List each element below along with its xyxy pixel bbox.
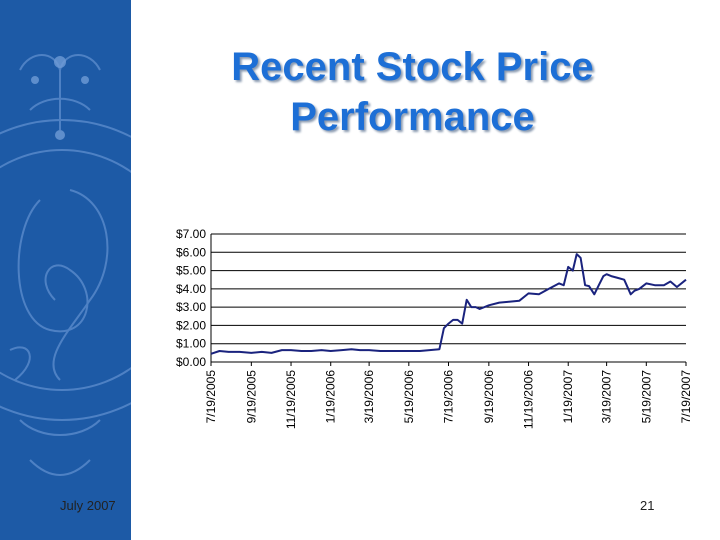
y-tick-label: $4.00	[176, 282, 206, 296]
x-tick-label: 9/19/2006	[482, 370, 496, 424]
x-tick-label: 11/19/2006	[522, 370, 536, 429]
stock-price-chart: $0.00 $1.00 $2.00 $3.00 $4.00 $5.00 $6.00 $7.00…	[176, 227, 693, 429]
crest-watermark-icon	[0, 54, 131, 476]
y-tick-label: $3.00	[176, 300, 206, 314]
x-tick-label: 7/19/2006	[442, 370, 456, 424]
y-tick-label: $1.00	[176, 337, 206, 351]
slide-title-line1: Recent Stock Price	[231, 45, 594, 89]
x-tick-label: 3/19/2006	[362, 370, 376, 424]
x-tick-label: 1/19/2007	[561, 370, 575, 424]
y-tick-label: $5.00	[176, 264, 206, 278]
x-tick-label: 9/19/2005	[244, 370, 258, 424]
x-tick-label: 3/19/2007	[600, 370, 614, 424]
price-series-line	[210, 253, 687, 355]
x-tick-label: 7/19/2005	[204, 370, 218, 424]
x-tick-label: 11/19/2005	[284, 370, 298, 429]
footer-date: July 2007	[60, 498, 116, 513]
decorative-sidebar	[0, 0, 131, 540]
x-tick-label: 5/19/2007	[639, 370, 653, 424]
x-tick-label: 1/19/2006	[324, 370, 338, 424]
slide-title: Recent Stock Price Performance	[160, 42, 665, 142]
x-tick-label: 5/19/2006	[402, 370, 416, 424]
slide-title-line2: Performance	[290, 95, 535, 139]
y-tick-label: $7.00	[176, 227, 206, 241]
page-number: 21	[640, 498, 655, 513]
x-tick-label: 7/19/2007	[679, 370, 693, 424]
y-tick-label: $6.00	[176, 245, 206, 259]
y-tick-label: $0.00	[176, 355, 206, 369]
y-tick-label: $2.00	[176, 318, 206, 332]
